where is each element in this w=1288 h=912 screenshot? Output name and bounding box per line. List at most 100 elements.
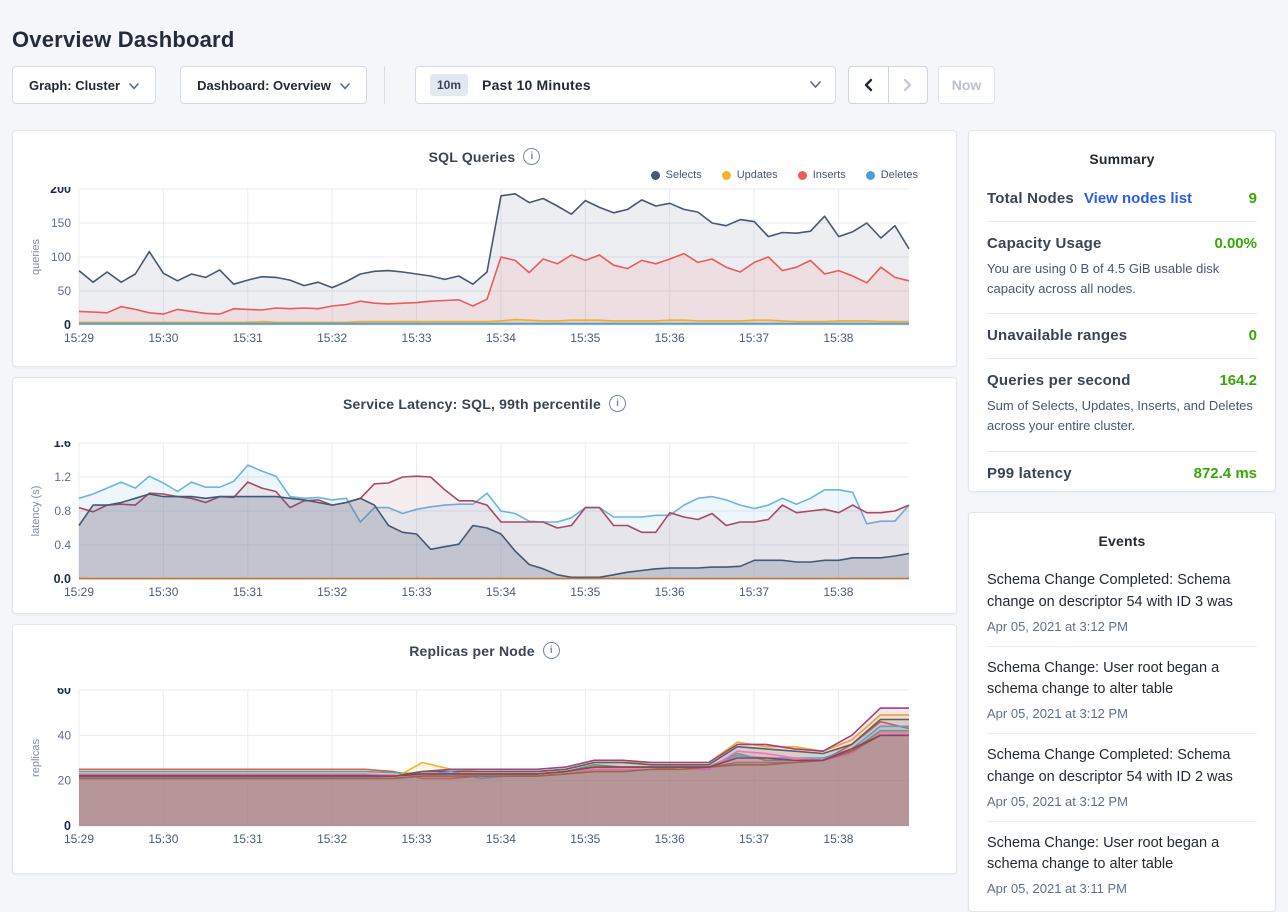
event-timestamp: Apr 05, 2021 at 3:12 PM [987,706,1128,721]
capacity-usage-description: You are using 0 B of 4.5 GiB usable disk… [987,261,1220,297]
time-pager [848,66,928,104]
p99-latency-label: P99 latency [987,464,1072,482]
svg-text:15:37: 15:37 [739,832,769,846]
svg-text:15:29: 15:29 [64,585,94,599]
svg-text:15:38: 15:38 [823,331,853,345]
svg-text:replicas: replicas [30,739,42,777]
page-title: Overview Dashboard [12,26,235,52]
legend-dot [797,170,807,180]
summary-row-p99-latency: P99 latency 872.4 ms [987,452,1257,496]
capacity-usage-label: Capacity Usage [987,235,1102,252]
svg-text:15:33: 15:33 [402,331,432,345]
svg-text:15:35: 15:35 [570,832,600,846]
list-item[interactable]: Schema Change: User root began a schema … [987,822,1257,909]
summary-title: Summary [1089,151,1155,167]
svg-text:15:29: 15:29 [64,331,94,345]
list-item[interactable]: Schema Change Completed: Schema change o… [987,559,1257,647]
now-button-label: Now [951,77,982,93]
service-latency-chart[interactable]: 15:29 15:30 15:31 15:32 15:33 15:34 15:35 15:36… [25,441,946,606]
svg-text:150: 150 [51,216,71,230]
sql-queries-chart[interactable]: 15:29 15:30 15:31 15:32 15:33 15:34 15:35 15:36… [25,187,946,352]
svg-text:queries: queries [30,238,42,275]
info-icon[interactable]: i [542,642,560,659]
svg-text:15:31: 15:31 [233,585,263,599]
legend-label: Selects [665,169,702,181]
svg-text:15:38: 15:38 [823,585,853,599]
chevron-left-icon [864,78,873,92]
svg-text:1.6: 1.6 [54,441,71,450]
unavailable-ranges-value: 0 [1248,327,1257,345]
svg-text:0.4: 0.4 [54,538,71,552]
queries-per-second-description: Sum of Selects, Updates, Inserts, and De… [987,398,1253,434]
svg-text:15:34: 15:34 [486,832,516,846]
svg-text:15:34: 15:34 [486,331,516,345]
legend-item-updates: Updates [721,169,778,181]
chevron-down-icon [340,78,350,93]
sql-queries-legend: Selects Updates Inserts Deletes [25,167,918,183]
svg-text:200: 200 [50,187,71,196]
toolbar-divider [384,66,385,104]
svg-text:0.0: 0.0 [54,572,71,586]
svg-text:15:38: 15:38 [823,832,853,846]
info-icon[interactable]: i [608,395,626,412]
svg-text:15:32: 15:32 [317,585,347,599]
sql-queries-chart-card: SQL Queries i Selects Updates Inserts De… [12,130,957,367]
next-time-button[interactable] [887,67,927,103]
svg-text:1.2: 1.2 [54,470,71,484]
summary-row-unavailable-ranges: Unavailable ranges 0 [987,314,1257,360]
view-nodes-list-link[interactable]: View nodes list [1083,190,1193,207]
summary-row-queries-per-second: Queries per second 164.2 Sum of Selects,… [987,359,1257,452]
total-nodes-label: Total Nodes [987,190,1074,207]
legend-item-inserts: Inserts [797,169,846,181]
svg-text:15:32: 15:32 [317,832,347,846]
summary-row-total-nodes: Total Nodes View nodes list 9 [987,177,1257,222]
svg-text:15:37: 15:37 [739,331,769,345]
svg-text:15:31: 15:31 [233,331,263,345]
legend-label: Updates [736,169,778,181]
list-item[interactable]: Schema Change Completed: Schema change o… [987,734,1257,822]
queries-per-second-value: 164.2 [1219,372,1257,390]
svg-text:0.8: 0.8 [54,504,71,518]
dashboard-dropdown-label: Dashboard: Overview [197,77,331,93]
summary-panel: Summary Total Nodes View nodes list 9 Ca… [968,130,1276,492]
time-range-selector[interactable]: 10m Past 10 Minutes [415,66,836,104]
unavailable-ranges-label: Unavailable ranges [987,327,1128,345]
total-nodes-value: 9 [1248,190,1257,207]
capacity-usage-value: 0.00% [1214,235,1257,252]
event-timestamp: Apr 05, 2021 at 3:12 PM [987,618,1128,634]
time-range-badge: 10m [430,74,469,96]
svg-text:60: 60 [57,688,71,697]
svg-text:40: 40 [58,728,72,742]
svg-text:15:30: 15:30 [148,832,178,846]
svg-text:15:30: 15:30 [148,331,178,345]
chevron-down-icon [810,76,821,94]
prev-time-button[interactable] [849,67,888,103]
replicas-per-node-chart[interactable]: 15:29 15:30 15:31 15:32 15:33 15:34 15:35 15:36… [25,688,946,853]
time-range-label: Past 10 Minutes [482,77,591,93]
svg-text:15:35: 15:35 [570,585,600,599]
graph-dropdown[interactable]: Graph: Cluster [12,66,156,104]
replicas-per-node-chart-card: Replicas per Node i 15:29 15:30 15:31 15:32… [12,624,957,874]
replicas-per-node-chart-title: Replicas per Node [409,642,535,659]
svg-text:15:33: 15:33 [402,585,432,599]
svg-text:15:29: 15:29 [64,832,94,846]
dashboard-dropdown[interactable]: Dashboard: Overview [180,66,367,104]
list-item[interactable]: Schema Change: User root began a schema … [987,647,1257,734]
summary-row-capacity-usage: Capacity Usage 0.00% You are using 0 B o… [987,222,1257,315]
info-icon[interactable]: i [523,148,541,165]
svg-text:20: 20 [58,774,72,788]
svg-text:50: 50 [58,284,72,298]
now-button[interactable]: Now [938,66,995,104]
svg-text:0: 0 [64,819,71,833]
event-text: Schema Change Completed: Schema change o… [987,747,1233,785]
event-timestamp: Apr 05, 2021 at 3:12 PM [987,793,1128,809]
svg-text:15:36: 15:36 [655,331,685,345]
charts-column: SQL Queries i Selects Updates Inserts De… [12,130,957,884]
events-title: Events [1098,533,1146,549]
event-text: Schema Change Completed: Schema change o… [987,572,1233,610]
svg-text:15:33: 15:33 [402,832,432,846]
svg-text:15:36: 15:36 [655,832,685,846]
queries-per-second-label: Queries per second [987,372,1131,390]
svg-text:15:34: 15:34 [486,585,516,599]
p99-latency-value: 872.4 ms [1193,464,1257,482]
